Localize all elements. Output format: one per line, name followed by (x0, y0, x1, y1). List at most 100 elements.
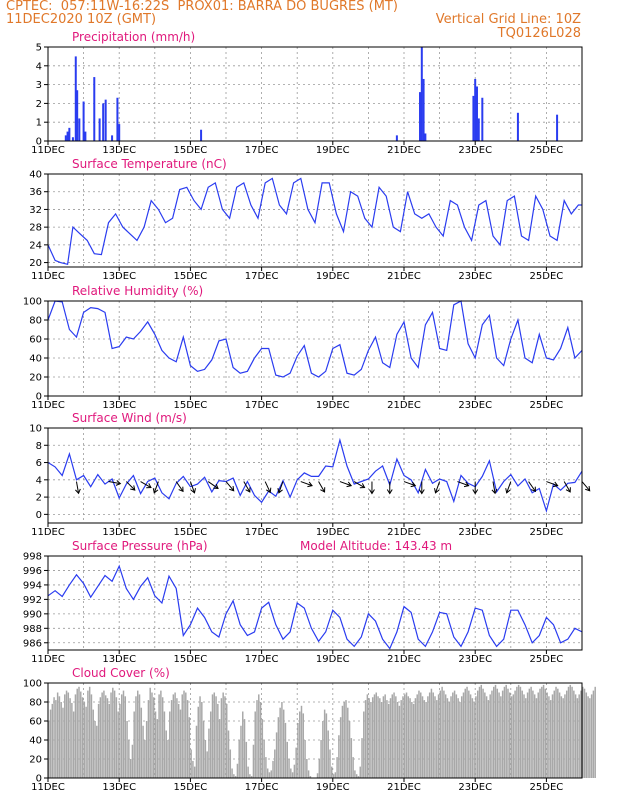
cloud-bar (532, 690, 534, 778)
cloud-bar (380, 702, 383, 778)
wind-arrow (175, 481, 184, 493)
y-tick-label: 0 (36, 392, 42, 403)
cloud-bar (592, 690, 595, 778)
x-tick-label: 23DEC (458, 527, 492, 538)
cloud-bar (496, 688, 499, 778)
cloud-bar (222, 692, 224, 778)
precip-bar (93, 77, 96, 141)
cloud-bar (195, 725, 198, 778)
cloud-bar (217, 703, 219, 778)
cloud-bar (517, 684, 520, 778)
cloud-bar (476, 690, 479, 778)
cloud-bar (514, 690, 516, 778)
cloud-bar (350, 738, 353, 778)
precip-bar (104, 99, 107, 141)
cloud-bar (48, 721, 50, 778)
cloud-bar (270, 770, 272, 778)
cloud-bar (58, 696, 61, 778)
cloud-bar (444, 694, 447, 778)
cloud-bar (240, 725, 242, 778)
cloud-bar (574, 694, 577, 778)
cloud-bar (500, 696, 502, 778)
cloud-bar (274, 749, 276, 778)
cloud-bar (564, 694, 566, 778)
panel-title: Surface Pressure (hPa) (72, 539, 208, 553)
cloud-bar (507, 688, 509, 778)
cloud-bar (425, 702, 427, 778)
series-line (47, 177, 582, 266)
cloud-bar (364, 700, 367, 778)
cloud-bar (144, 740, 146, 778)
cloud-bar (177, 703, 180, 778)
cloud-bar (562, 698, 564, 778)
y-tick-label: 988 (23, 624, 42, 635)
cloud-bar (71, 702, 73, 778)
cloud-bar (78, 686, 80, 778)
cloud-bar (206, 751, 208, 778)
x-tick-label: 11DEC (31, 654, 65, 665)
cloud-bar (334, 772, 337, 778)
series-line (47, 300, 583, 378)
cloud-bar (359, 766, 361, 778)
cloud-bar (338, 735, 340, 778)
y-tick-label: 0 (36, 774, 42, 785)
x-tick-label: 15DEC (174, 782, 208, 793)
precip-bar (472, 95, 475, 141)
cloud-bar (551, 694, 554, 778)
cloud-bar (396, 702, 399, 778)
x-tick-label: 25DEC (530, 271, 564, 282)
y-tick-label: 996 (23, 566, 42, 577)
cloud-bar (469, 694, 472, 778)
cloud-bar (266, 768, 269, 778)
vertical-grid-note: Vertical Grid Line: 10Z (435, 12, 581, 27)
cloud-bar (576, 698, 579, 778)
x-tick-label: 19DEC (316, 782, 350, 793)
cloud-bar (494, 684, 497, 778)
cloud-bar (76, 688, 78, 778)
y-tick-label: 986 (23, 638, 42, 649)
precip-bar (419, 92, 422, 141)
y-tick-label: 0 (36, 137, 42, 148)
cloud-bar (297, 722, 299, 778)
x-tick-label: 17DEC (245, 782, 279, 793)
cloud-bar (549, 700, 552, 778)
x-tick-label: 11DEC (31, 271, 65, 282)
cloud-bar (590, 694, 593, 778)
cloud-bar (578, 694, 580, 778)
cloud-bar (391, 694, 394, 778)
wind-arrow (418, 481, 425, 495)
cloud-bar (377, 696, 379, 778)
x-tick-label: 19DEC (316, 654, 350, 665)
cloud-bar (172, 694, 175, 778)
panel-3: 0 2 4 6 8 10 11DEC 13DEC 15DEC 17DEC 19DEC 21DEC 23D… (29, 411, 591, 538)
y-tick-label: 4 (36, 61, 42, 72)
cloud-bar (336, 757, 338, 778)
wind-arrow (434, 481, 441, 494)
cloud-bar (277, 717, 280, 778)
cloud-bar (316, 773, 319, 778)
cloud-bar (523, 694, 525, 778)
cloud-bar (243, 719, 246, 778)
precip-bar (420, 47, 423, 141)
x-tick-label: 25DEC (530, 782, 564, 793)
cloud-bar (60, 702, 62, 778)
cloud-bar (464, 688, 466, 778)
cloud-bar (432, 692, 434, 778)
cloud-bar (55, 700, 57, 778)
wind-arrow (528, 481, 537, 493)
cloud-bar (268, 772, 271, 778)
cloud-bar (154, 711, 157, 778)
cloud-bar (404, 694, 406, 778)
cloud-bar (115, 697, 118, 778)
wind-arrow (563, 481, 571, 493)
cloud-bar (402, 696, 404, 778)
cloud-bar (117, 711, 119, 778)
cloud-bar (393, 692, 395, 778)
precip-bar (71, 137, 74, 141)
precip-bar (76, 90, 79, 141)
cloud-bar (582, 686, 584, 778)
cloud-bar (215, 696, 217, 778)
panel-border (47, 173, 583, 268)
cloud-bar (471, 698, 474, 778)
cloud-bar (423, 700, 426, 778)
